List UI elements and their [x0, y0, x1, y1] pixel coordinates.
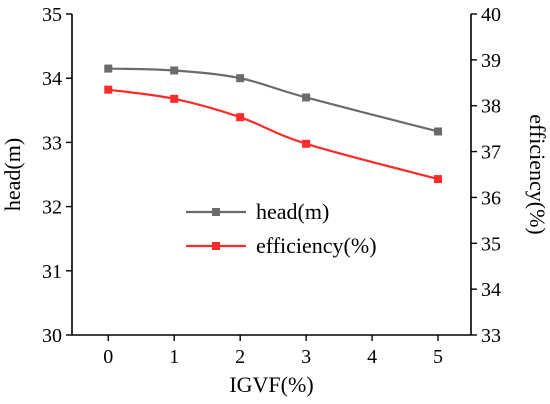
x-tick-label: 1 — [169, 346, 179, 368]
y-tick-label: 34 — [42, 68, 62, 90]
head-series-line — [108, 67, 439, 133]
y2-tick-label: 34 — [481, 279, 501, 301]
y2-tick-label: 39 — [481, 50, 501, 72]
y2-tick-label: 37 — [481, 142, 501, 164]
x-tick-label: 2 — [235, 346, 245, 368]
y-tick-label: 30 — [42, 325, 62, 347]
head-data-point — [302, 93, 311, 102]
y2-tick-label: 38 — [481, 96, 501, 118]
x-tick-label: 0 — [103, 346, 113, 368]
y2-tick-label: 40 — [481, 4, 501, 26]
y-tick-label: 35 — [42, 4, 62, 26]
y2-tick-label: 36 — [481, 187, 501, 209]
head-data-point — [170, 66, 179, 75]
y-tick-label: 31 — [42, 261, 62, 283]
legend-efficiency-label: efficiency(%) — [256, 233, 377, 258]
efficiency-data-point — [236, 113, 245, 122]
x-axis-title: IGVF(%) — [229, 372, 313, 397]
x-tick-label: 4 — [367, 346, 377, 368]
head-data-point — [434, 127, 443, 136]
efficiency-data-point — [104, 85, 113, 94]
y-axis-title: head(m) — [0, 138, 25, 211]
x-tick-label: 5 — [433, 346, 443, 368]
x-tick-label: 3 — [301, 346, 311, 368]
y2-tick-label: 33 — [481, 325, 501, 347]
y-tick-label: 33 — [42, 132, 62, 154]
y2-tick-label: 35 — [481, 233, 501, 255]
legend-head-label: head(m) — [256, 199, 329, 224]
efficiency-data-point — [302, 139, 311, 148]
head-data-point — [236, 74, 245, 83]
efficiency-data-point — [434, 175, 443, 184]
y-tick-label: 32 — [42, 197, 62, 219]
efficiency-data-point — [170, 94, 179, 103]
efficiency-series-line — [108, 88, 439, 181]
y2-axis-title: efficiency(%) — [525, 114, 550, 235]
legend-head-marker — [212, 208, 220, 216]
head-data-point — [104, 64, 113, 73]
legend-efficiency-marker — [212, 242, 220, 250]
